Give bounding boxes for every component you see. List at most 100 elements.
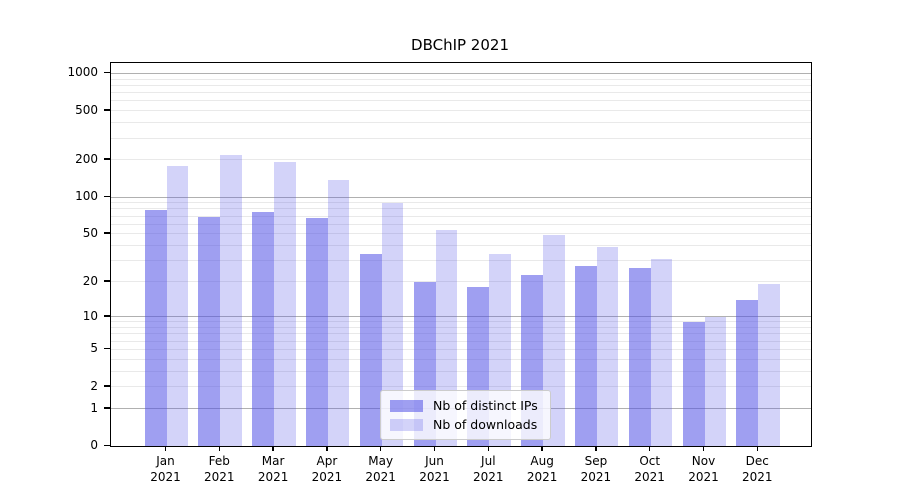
bar-nb-of-downloads-nov-2021 xyxy=(704,316,726,446)
x-tick-mark xyxy=(218,446,221,451)
bar-nb-of-distinct-ips-mar-2021 xyxy=(252,211,275,446)
gridline-3 xyxy=(111,370,811,372)
bar-nb-of-distinct-ips-jan-2021 xyxy=(144,210,167,446)
legend-swatch-downloads-icon xyxy=(390,418,423,431)
gridline-6 xyxy=(111,340,811,342)
y-tick-label-10: 10 xyxy=(82,308,98,323)
chart-title: DBChIP 2021 xyxy=(411,36,509,54)
gridline-50 xyxy=(111,233,811,235)
bar-nb-of-distinct-ips-oct-2021 xyxy=(628,268,651,446)
gridline-200 xyxy=(111,159,811,161)
gridline-10 xyxy=(111,316,811,318)
legend-label-downloads: Nb of downloads xyxy=(433,417,538,432)
y-tick-label-1000: 1000 xyxy=(67,65,98,80)
x-tick-label-dec: Dec 2021 xyxy=(742,454,773,484)
gridline-20 xyxy=(111,281,811,283)
x-tick-mark xyxy=(433,446,436,451)
legend-label-distinct-ips: Nb of distinct IPs xyxy=(433,398,538,413)
x-tick-label-may: May 2021 xyxy=(365,454,396,484)
x-tick-mark xyxy=(595,446,597,451)
gridline-4 xyxy=(111,358,811,360)
x-tick-mark xyxy=(756,446,759,451)
y-tick-mark xyxy=(104,385,110,387)
x-tick-mark xyxy=(702,446,705,451)
x-tick-label-feb: Feb 2021 xyxy=(204,454,235,484)
x-tick-label-jan: Jan 2021 xyxy=(150,454,181,484)
x-tick-mark xyxy=(272,446,274,451)
x-tick-label-jun: Jun 2021 xyxy=(419,454,450,484)
bar-nb-of-downloads-dec-2021 xyxy=(758,284,780,446)
gridline-1000 xyxy=(111,72,811,74)
gridline-9 xyxy=(111,321,811,323)
gridline-90 xyxy=(111,202,811,204)
y-tick-label-5: 5 xyxy=(90,341,98,356)
gridline-500 xyxy=(111,110,811,112)
x-tick-mark xyxy=(648,446,651,451)
gridline-300 xyxy=(111,137,811,139)
x-tick-label-apr: Apr 2021 xyxy=(311,454,343,484)
y-tick-mark xyxy=(104,315,110,317)
gridline-700 xyxy=(111,92,811,94)
x-tick-mark xyxy=(326,446,328,451)
y-tick-label-0: 0 xyxy=(90,438,98,452)
gridline-800 xyxy=(111,84,811,86)
x-tick-label-mar: Mar 2021 xyxy=(257,454,289,484)
y-tick-mark xyxy=(104,232,110,234)
gridline-40 xyxy=(111,245,811,247)
x-tick-mark xyxy=(379,446,382,451)
bar-nb-of-distinct-ips-sep-2021 xyxy=(574,266,597,446)
y-tick-mark xyxy=(104,195,110,198)
gridline-900 xyxy=(111,78,811,80)
bar-nb-of-downloads-feb-2021 xyxy=(220,154,242,446)
y-tick-label-2: 2 xyxy=(90,378,98,393)
gridline-8 xyxy=(111,326,811,328)
bar-nb-of-distinct-ips-feb-2021 xyxy=(198,216,221,446)
bar-nb-of-downloads-sep-2021 xyxy=(596,247,619,446)
gridline-7 xyxy=(111,333,811,335)
x-tick-mark xyxy=(164,446,167,451)
legend-item-distinct-ips: Nb of distinct IPs xyxy=(390,396,538,415)
gridline-60 xyxy=(111,223,811,225)
bar-nb-of-distinct-ips-nov-2021 xyxy=(682,321,705,446)
y-tick-mark xyxy=(104,444,110,446)
x-tick-mark xyxy=(487,446,490,451)
bar-nb-of-downloads-jan-2021 xyxy=(166,166,188,446)
gridline-30 xyxy=(111,260,811,262)
y-tick-mark xyxy=(104,347,110,350)
bar-nb-of-downloads-apr-2021 xyxy=(327,180,350,446)
bar-nb-of-distinct-ips-may-2021 xyxy=(359,254,382,446)
y-tick-label-1: 1 xyxy=(90,400,98,415)
y-tick-mark xyxy=(104,109,110,111)
gridline-100 xyxy=(111,196,811,198)
x-tick-label-nov: Nov 2021 xyxy=(688,454,719,484)
y-tick-mark xyxy=(104,407,110,409)
bar-nb-of-distinct-ips-apr-2021 xyxy=(305,217,328,446)
y-tick-label-200: 200 xyxy=(75,151,98,166)
gridline-5 xyxy=(111,348,811,350)
gridline-600 xyxy=(111,100,811,102)
x-tick-label-sep: Sep 2021 xyxy=(580,454,612,484)
gridline-80 xyxy=(111,208,811,210)
bar-nb-of-downloads-may-2021 xyxy=(381,203,404,446)
bar-nb-of-distinct-ips-dec-2021 xyxy=(736,299,759,446)
bar-nb-of-downloads-oct-2021 xyxy=(650,259,673,446)
y-tick-label-20: 20 xyxy=(82,273,98,288)
x-tick-mark xyxy=(541,446,543,451)
legend: Nb of distinct IPs Nb of downloads xyxy=(380,390,551,440)
gridline-2 xyxy=(111,386,811,388)
y-tick-label-100: 100 xyxy=(75,189,98,204)
legend-swatch-distinct-ips-icon xyxy=(390,399,423,412)
y-tick-label-500: 500 xyxy=(75,102,98,117)
y-tick-mark xyxy=(104,280,110,282)
y-tick-mark xyxy=(104,158,110,160)
y-tick-label-50: 50 xyxy=(82,225,98,240)
x-tick-label-oct: Oct 2021 xyxy=(634,454,665,484)
x-tick-label-jul: Jul 2021 xyxy=(473,454,504,484)
bar-nb-of-downloads-mar-2021 xyxy=(274,162,296,446)
y-tick-mark xyxy=(104,71,110,74)
legend-item-downloads: Nb of downloads xyxy=(390,415,538,434)
gridline-400 xyxy=(111,122,811,124)
x-tick-label-aug: Aug 2021 xyxy=(526,454,558,484)
gridline-70 xyxy=(111,215,811,217)
